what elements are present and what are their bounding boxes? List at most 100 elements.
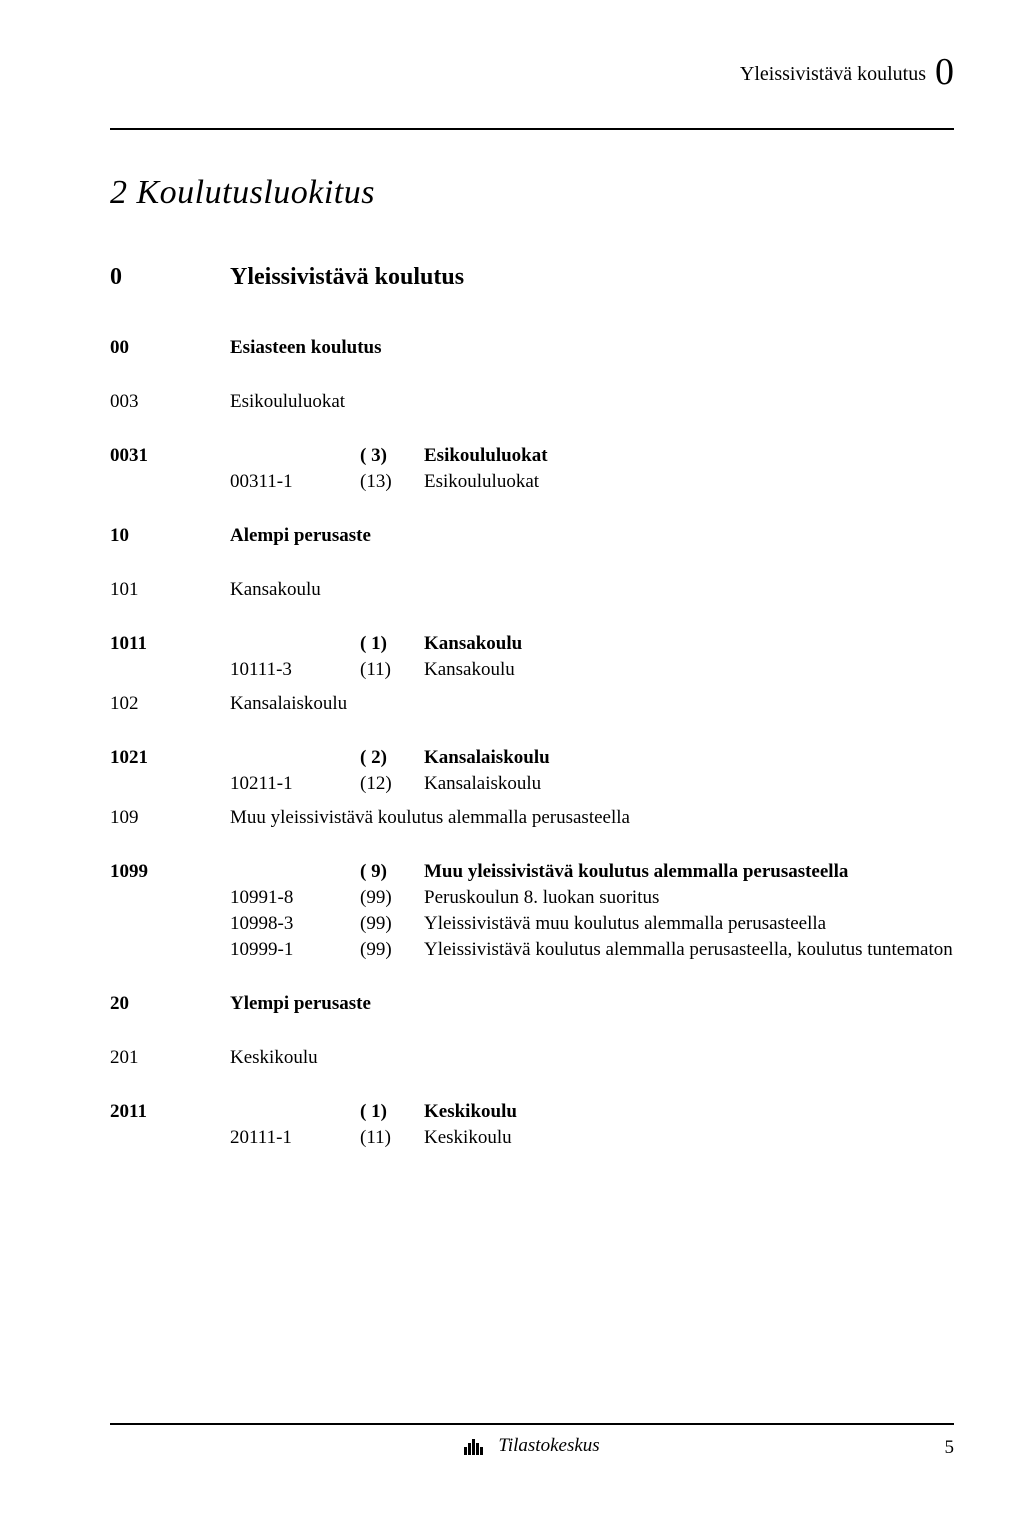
classification-row: 10999-1(99)Yleissivistävä koulutus alemm… bbox=[110, 939, 954, 961]
name-cell: Ylempi perusaste bbox=[230, 993, 954, 1015]
name-cell: Esikoululuokat bbox=[230, 391, 954, 413]
classification-row: 10Alempi perusaste bbox=[110, 525, 954, 547]
name-cell: Muu yleissivistävä koulutus alemmalla pe… bbox=[230, 807, 954, 829]
classification-row: 1099 ( 9)Muu yleissivistävä koulutus alem… bbox=[110, 861, 954, 883]
spacer bbox=[110, 1019, 954, 1047]
subcode-cell: 00311-1 bbox=[230, 471, 360, 493]
name-cell: Kansalaiskoulu bbox=[230, 693, 954, 715]
name-cell: Keskikoulu bbox=[230, 1047, 954, 1069]
classification-row: 101Kansakoulu bbox=[110, 579, 954, 601]
spacer bbox=[110, 605, 954, 633]
name-cell: Yleissivistävä muu koulutus alemmalla pe… bbox=[424, 913, 954, 935]
spacer bbox=[110, 1073, 954, 1101]
paren-cell: ( 1) bbox=[360, 633, 424, 655]
code-cell: 20 bbox=[110, 993, 230, 1015]
classification-row: 201Keskikoulu bbox=[110, 1047, 954, 1069]
code-cell: 109 bbox=[110, 807, 230, 829]
code-cell: 101 bbox=[110, 579, 230, 601]
page-footer: Tilastokeskus 5 bbox=[110, 1423, 954, 1460]
subcode-cell: 10999-1 bbox=[230, 939, 360, 961]
code-cell: 10 bbox=[110, 525, 230, 547]
code-cell: 201 bbox=[110, 1047, 230, 1069]
paren-cell: (13) bbox=[360, 471, 424, 493]
code-cell: 0031 bbox=[110, 445, 230, 467]
classification-row: 00Esiasteen koulutus bbox=[110, 337, 954, 359]
classification-row: 00311-1(13)Esikoululuokat bbox=[110, 471, 954, 493]
header-rule bbox=[110, 128, 954, 130]
classification-row: 10111-3(11)Kansakoulu bbox=[110, 659, 954, 681]
header-category: Yleissivistävä koulutus bbox=[740, 63, 926, 85]
paren-cell: ( 2) bbox=[360, 747, 424, 769]
name-cell: Esikoululuokat bbox=[424, 445, 954, 467]
paren-cell: (11) bbox=[360, 659, 424, 681]
page-header-text: Yleissivistävä koulutus 0 bbox=[110, 50, 954, 94]
code-cell: 1021 bbox=[110, 747, 230, 769]
classification-row: 1011 ( 1)Kansakoulu bbox=[110, 633, 954, 655]
name-cell: Keskikoulu bbox=[424, 1127, 954, 1149]
classification-list: 00Esiasteen koulutus003Esikoululuokat003… bbox=[110, 337, 954, 1149]
spacer bbox=[110, 685, 954, 693]
name-cell: Kansakoulu bbox=[424, 633, 954, 655]
code-cell: 102 bbox=[110, 693, 230, 715]
code-cell: 1011 bbox=[110, 633, 230, 655]
spacer bbox=[110, 417, 954, 445]
name-cell: Muu yleissivistävä koulutus alemmalla pe… bbox=[424, 861, 954, 883]
subcode-cell: 10211-1 bbox=[230, 773, 360, 795]
paren-cell: (99) bbox=[360, 913, 424, 935]
footer-center: Tilastokeskus bbox=[464, 1435, 599, 1460]
subcode-cell: 10111-3 bbox=[230, 659, 360, 681]
page-number: 5 bbox=[945, 1437, 955, 1459]
name-cell: Peruskoulun 8. luokan suoritus bbox=[424, 887, 954, 909]
classification-row: 10211-1(12)Kansalaiskoulu bbox=[110, 773, 954, 795]
tilastokeskus-logo-icon bbox=[464, 1435, 486, 1460]
paren-cell: ( 3) bbox=[360, 445, 424, 467]
name-cell: Alempi perusaste bbox=[230, 525, 954, 547]
name-cell: Esikoululuokat bbox=[424, 471, 954, 493]
spacer bbox=[110, 551, 954, 579]
classification-row: 20Ylempi perusaste bbox=[110, 993, 954, 1015]
spacer bbox=[110, 497, 954, 525]
footer-label: Tilastokeskus bbox=[498, 1435, 599, 1456]
header-big-code: 0 bbox=[935, 51, 954, 93]
classification-row: 003Esikoululuokat bbox=[110, 391, 954, 413]
spacer bbox=[110, 363, 954, 391]
name-cell: Kansalaiskoulu bbox=[424, 747, 954, 769]
paren-cell: (99) bbox=[360, 939, 424, 961]
subcode-cell: 20111-1 bbox=[230, 1127, 360, 1149]
footer-inner: Tilastokeskus 5 bbox=[110, 1435, 954, 1460]
name-cell: Esiasteen koulutus bbox=[230, 337, 954, 359]
code-cell: 003 bbox=[110, 391, 230, 413]
spacer bbox=[110, 799, 954, 807]
classification-row: 20111-1(11)Keskikoulu bbox=[110, 1127, 954, 1149]
code-cell: 1099 bbox=[110, 861, 230, 883]
paren-cell: (99) bbox=[360, 887, 424, 909]
paren-cell: (12) bbox=[360, 773, 424, 795]
spacer bbox=[110, 719, 954, 747]
paren-cell: ( 1) bbox=[360, 1101, 424, 1123]
section-heading: 0Yleissivistävä koulutus bbox=[110, 264, 954, 291]
classification-row: 109Muu yleissivistävä koulutus alemmalla… bbox=[110, 807, 954, 829]
code-cell: 00 bbox=[110, 337, 230, 359]
classification-row: 0031 ( 3)Esikoululuokat bbox=[110, 445, 954, 467]
classification-row: 1021 ( 2)Kansalaiskoulu bbox=[110, 747, 954, 769]
subcode-cell: 10998-3 bbox=[230, 913, 360, 935]
classification-row: 10998-3(99)Yleissivistävä muu koulutus a… bbox=[110, 913, 954, 935]
name-cell: Kansakoulu bbox=[230, 579, 954, 601]
section-code: 0 bbox=[110, 264, 230, 291]
classification-row: 10991-8(99)Peruskoulun 8. luokan suoritu… bbox=[110, 887, 954, 909]
subcode-cell: 10991-8 bbox=[230, 887, 360, 909]
name-cell: Yleissivistävä koulutus alemmalla perusa… bbox=[424, 939, 954, 961]
spacer bbox=[110, 965, 954, 993]
document-page: Yleissivistävä koulutus 0 2 Koulutusluok… bbox=[0, 0, 1024, 1490]
classification-row: 2011 ( 1)Keskikoulu bbox=[110, 1101, 954, 1123]
section-name: Yleissivistävä koulutus bbox=[230, 264, 464, 290]
spacer bbox=[110, 833, 954, 861]
classification-row: 102Kansalaiskoulu bbox=[110, 693, 954, 715]
code-cell: 2011 bbox=[110, 1101, 230, 1123]
name-cell: Kansakoulu bbox=[424, 659, 954, 681]
paren-cell: ( 9) bbox=[360, 861, 424, 883]
name-cell: Kansalaiskoulu bbox=[424, 773, 954, 795]
chapter-title: 2 Koulutusluokitus bbox=[110, 174, 954, 212]
name-cell: Keskikoulu bbox=[424, 1101, 954, 1123]
paren-cell: (11) bbox=[360, 1127, 424, 1149]
